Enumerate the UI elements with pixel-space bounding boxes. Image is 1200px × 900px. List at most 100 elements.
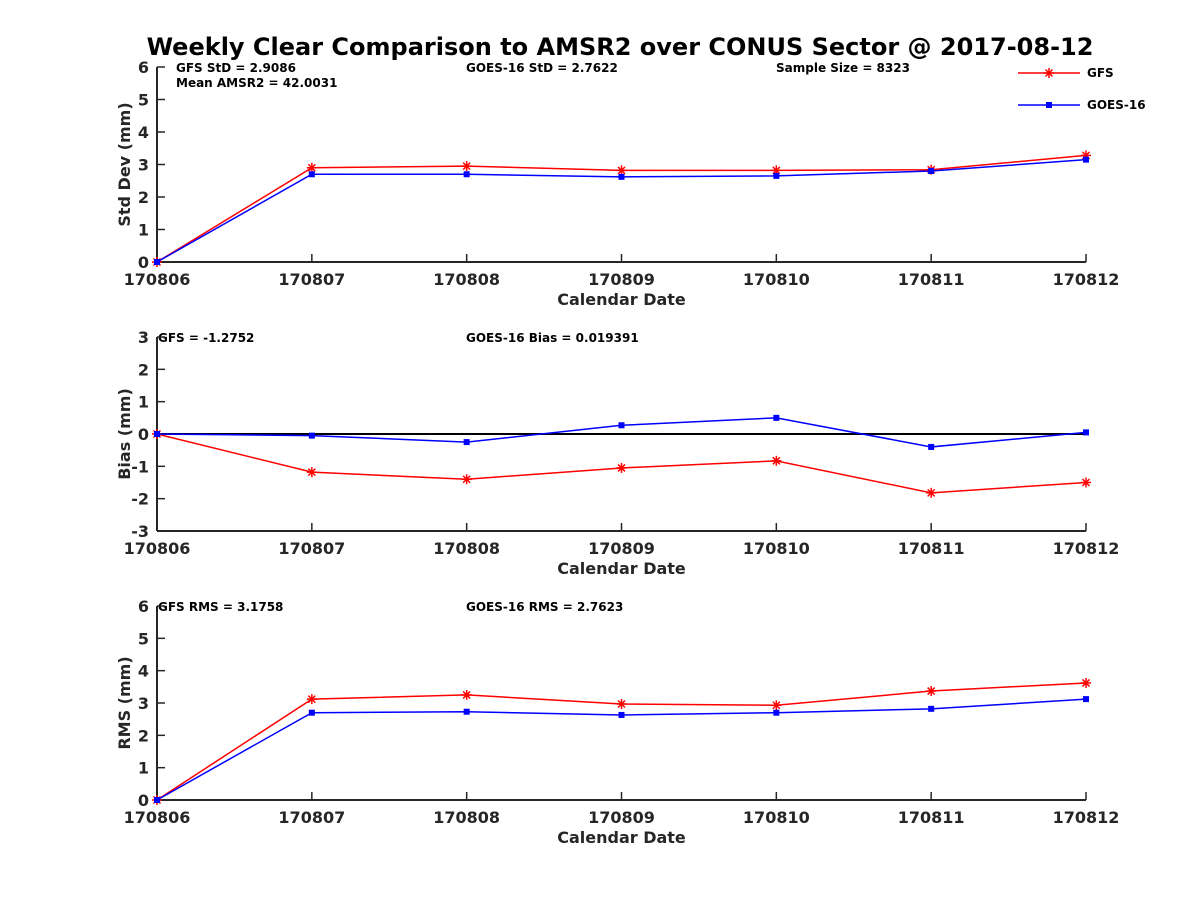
std-goes16-point: [463, 171, 470, 178]
std-goes16-point: [308, 171, 315, 178]
bias-goes16-point: [463, 439, 470, 446]
bias-goes16-point: [773, 414, 780, 421]
rms-goes16-point: [154, 797, 160, 803]
rms-x-tick-label: 170810: [743, 808, 810, 827]
legend-gfs-marker: [1044, 68, 1054, 78]
rms-goes16-point: [773, 709, 780, 716]
panel-bias: GFS = -1.2752 GOES-16 Bias = 0.019391: [158, 331, 639, 345]
rms-y-tick-label: 6: [138, 597, 149, 616]
std-plot: 0 1 2 3 4 5 6 170806 170807 170808 170809 170810 170…: [115, 58, 1119, 309]
rms-y-axis-label: RMS (mm): [115, 656, 134, 749]
bias-goes16-point: [928, 443, 935, 450]
std-y-tick-label: 0: [138, 253, 149, 272]
legend: GFS GOES-16: [1018, 66, 1146, 112]
rms-y-tick-label: 5: [138, 629, 149, 648]
std-y-tick-label: 6: [138, 58, 149, 77]
rms-gfs-point: [1081, 677, 1091, 688]
panel-rms: GFS RMS = 3.1758 GOES-16 RMS = 2.7623: [158, 600, 623, 614]
bias-y-tick-label: -3: [131, 522, 149, 541]
gfs-rms-stat: GFS RMS = 3.1758: [158, 600, 283, 614]
std-y-tick-label: 3: [138, 156, 149, 175]
goes16-rms-stat: GOES-16 RMS = 2.7623: [466, 600, 623, 614]
rms-gfs-point: [771, 700, 782, 711]
std-y-tick-label: 4: [138, 123, 149, 142]
rms-gfs-point: [306, 694, 317, 705]
bias-y-tick-label: -1: [131, 457, 149, 476]
legend-gfs-label: GFS: [1087, 66, 1114, 80]
rms-y-tick-label: 3: [138, 694, 149, 713]
bias-plot: -3 -2 -1 0 1 2 3 170806 170807 170808 170809 170810…: [115, 328, 1119, 578]
sample-size-stat: Sample Size = 8323: [776, 61, 910, 75]
mean-amsr2-stat: Mean AMSR2 = 42.0031: [176, 76, 337, 90]
bias-gfs-point: [1081, 477, 1091, 488]
std-gfs-point: [461, 161, 472, 172]
std-goes16-point: [773, 172, 780, 179]
bias-gfs-point: [306, 467, 317, 478]
bias-x-tick-label: 170811: [898, 539, 965, 558]
rms-gfs-point: [616, 698, 627, 709]
rms-x-axis-label: Calendar Date: [557, 828, 686, 847]
std-x-tick-label: 170808: [433, 270, 500, 289]
bias-x-tick-label: 170806: [124, 539, 191, 558]
std-gfs-point: [616, 165, 627, 176]
std-x-tick-label: 170812: [1053, 270, 1120, 289]
goes16-bias-stat: GOES-16 Bias = 0.019391: [466, 331, 639, 345]
chart-title: Weekly Clear Comparison to AMSR2 over CO…: [147, 33, 1094, 61]
std-goes16-point: [1083, 156, 1089, 163]
rms-x-tick-label: 170812: [1053, 808, 1120, 827]
std-x-axis-label: Calendar Date: [557, 290, 686, 309]
rms-y-tick-label: 0: [138, 791, 149, 810]
rms-gfs-point: [926, 686, 937, 697]
std-x-tick-label: 170811: [898, 270, 965, 289]
bias-gfs-point: [771, 455, 782, 466]
rms-goes16-point: [618, 711, 625, 718]
std-y-axis-label: Std Dev (mm): [115, 102, 134, 226]
bias-y-tick-label: 3: [138, 328, 149, 347]
std-gfs-point: [306, 162, 317, 173]
rms-y-tick-label: 2: [138, 726, 149, 745]
legend-goes16-label: GOES-16: [1087, 98, 1146, 112]
bias-y-axis-label: Bias (mm): [115, 388, 134, 480]
bias-goes16-point: [618, 422, 625, 429]
bias-gfs-point: [926, 487, 937, 498]
std-goes16-point: [928, 168, 935, 174]
gfs-bias-stat: GFS = -1.2752: [158, 331, 254, 345]
rms-x-tick-label: 170808: [433, 808, 500, 827]
goes16-std-stat: GOES-16 StD = 2.7622: [466, 61, 618, 75]
std-x-tick-label: 170806: [124, 270, 191, 289]
rms-x-tick-label: 170811: [898, 808, 965, 827]
std-x-tick-label: 170807: [278, 270, 345, 289]
bias-goes16-line: [156, 417, 1087, 448]
panel-std-dev: GFS StD = 2.9086 Mean AMSR2 = 42.0031 GO…: [176, 61, 910, 90]
bias-x-tick-label: 170808: [433, 539, 500, 558]
rms-gfs-point: [461, 689, 472, 700]
bias-goes16-point: [1083, 429, 1089, 436]
std-y-tick-label: 1: [138, 221, 149, 240]
bias-x-tick-label: 170809: [588, 539, 655, 558]
std-x-tick-label: 170809: [588, 270, 655, 289]
bias-x-tick-label: 170810: [743, 539, 810, 558]
bias-y-tick-label: 1: [138, 393, 149, 412]
legend-goes16-marker: [1046, 102, 1052, 108]
rms-plot: 0 1 2 3 4 5 6 170806 170807 170808 170809 170810 170…: [115, 597, 1119, 847]
bias-y-tick-label: -2: [131, 490, 149, 509]
gfs-std-stat: GFS StD = 2.9086: [176, 61, 296, 75]
rms-y-tick-label: 1: [138, 759, 149, 778]
rms-x-tick-label: 170807: [278, 808, 345, 827]
rms-goes16-point: [463, 708, 470, 715]
bias-gfs-point: [461, 474, 472, 485]
bias-x-tick-label: 170812: [1053, 539, 1120, 558]
std-y-tick-label: 5: [138, 91, 149, 110]
std-goes16-point: [154, 259, 160, 265]
bias-x-tick-label: 170807: [278, 539, 345, 558]
rms-y-tick-label: 4: [138, 662, 149, 681]
rms-goes16-point: [308, 709, 315, 716]
std-x-tick-label: 170810: [743, 270, 810, 289]
bias-y-tick-label: 0: [138, 425, 149, 444]
rms-x-tick-label: 170809: [588, 808, 655, 827]
bias-goes16-point: [154, 431, 160, 437]
std-goes16-point: [618, 173, 625, 180]
bias-y-tick-label: 2: [138, 360, 149, 379]
bias-gfs-point: [616, 462, 627, 473]
